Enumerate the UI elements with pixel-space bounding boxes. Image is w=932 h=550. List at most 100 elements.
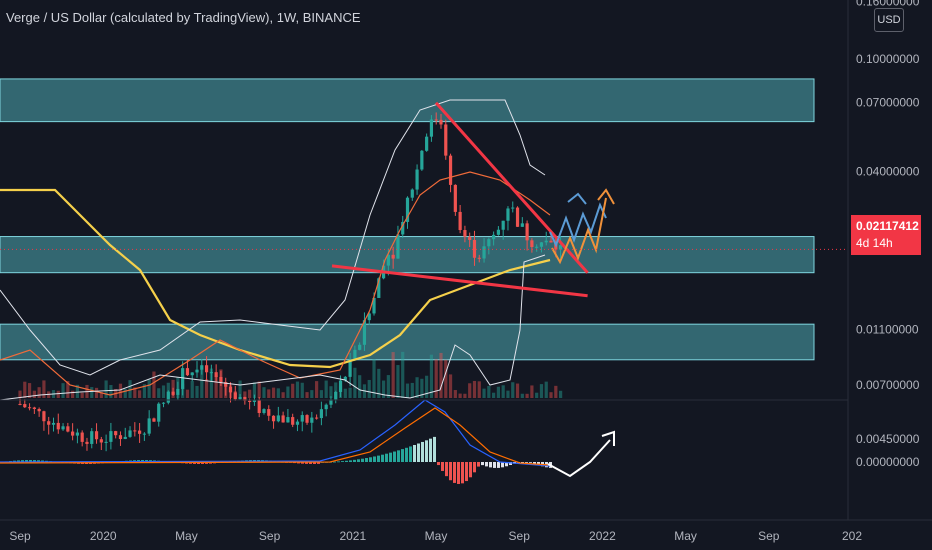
candle-body [90, 431, 94, 444]
candle-body [133, 430, 137, 432]
macd-histogram-bar [317, 462, 320, 464]
volume-bar [94, 387, 99, 398]
macd-histogram-bar [341, 461, 344, 462]
volume-bar [118, 383, 123, 398]
candle-body [243, 397, 247, 401]
macd-histogram-bar [457, 462, 460, 484]
macd-histogram-bar [485, 462, 488, 467]
candle-body [262, 409, 266, 413]
macd-histogram-bar [437, 462, 440, 466]
candle-body [458, 211, 462, 231]
volume-bar [329, 386, 333, 398]
volume-bar [32, 390, 36, 398]
candle-body [185, 368, 190, 376]
candle-body [32, 407, 36, 409]
volume-bar [558, 390, 563, 398]
upper-band [0, 99, 546, 376]
candle-body [353, 349, 357, 361]
candle-body [434, 119, 438, 121]
price-tick-label: 0.04000000 [856, 164, 920, 178]
candle-body [300, 415, 304, 422]
candle-body [530, 240, 534, 247]
macd-histogram-bar [473, 462, 476, 473]
macd-histogram-bar [197, 462, 200, 464]
volume-bar [90, 387, 94, 398]
volume-bar [439, 352, 443, 398]
candle-body [123, 436, 127, 440]
volume-bar [429, 354, 434, 398]
volume-bar [381, 380, 386, 398]
macd-histogram-bar [533, 462, 536, 464]
volume-bar [147, 379, 151, 398]
macd-histogram-bar [389, 452, 392, 462]
candle-body [324, 404, 328, 410]
macd-histogram-bar [449, 462, 452, 481]
candle-body [348, 360, 352, 377]
macd-histogram-bar [537, 462, 540, 465]
volume-bar [420, 378, 424, 398]
volume-bar [214, 375, 218, 398]
volume-bar [80, 392, 84, 398]
candle-body [142, 433, 146, 435]
candle-body [94, 431, 99, 440]
time-tick-label: Sep [509, 529, 531, 543]
macd-histogram-bar [29, 460, 32, 462]
candle-body [27, 407, 32, 409]
volume-bar [18, 390, 22, 398]
macd-histogram-bar [497, 462, 500, 468]
volume-bar [468, 383, 472, 398]
candle-body [315, 417, 319, 419]
candle-body [152, 418, 156, 422]
candle-body [472, 239, 477, 258]
candle-body [51, 422, 56, 425]
macd-histogram-bar [385, 453, 388, 462]
candle-body [482, 246, 486, 259]
candle-body [80, 432, 84, 442]
candle-body [281, 415, 285, 423]
candle-body [401, 221, 405, 235]
volume-bar [492, 392, 496, 398]
volume-bar [405, 383, 410, 398]
candle-body [492, 234, 496, 240]
volume-bar [190, 381, 194, 398]
price-tick-label: 0.10000000 [856, 52, 920, 66]
volume-bar [300, 382, 304, 398]
price-tick-label: 0.01100000 [856, 323, 919, 337]
macd-histogram-bar [461, 462, 464, 484]
macd-histogram-bar [421, 441, 424, 462]
candle-body [248, 400, 252, 402]
candle-body [200, 365, 204, 370]
macd-histogram-bar [369, 457, 372, 462]
time-axis[interactable]: Sep 2020 May Sep 2021 May Sep 2022 May Sep 202 [9, 529, 862, 543]
zone-3 [0, 323, 815, 361]
candle-body [429, 119, 434, 137]
volume-bar [477, 381, 481, 398]
candle-body [453, 184, 457, 212]
volume-bar [243, 391, 247, 398]
macd-histogram-bar [357, 459, 360, 462]
macd-histogram-bar [529, 462, 532, 463]
time-tick-label: 2022 [589, 529, 616, 543]
candle-body [252, 400, 257, 402]
candle-body [228, 386, 233, 393]
volume-bar [501, 385, 505, 398]
price-tick-label: 0.07000000 [856, 96, 920, 110]
candle-body [415, 169, 419, 190]
volume-bar [554, 385, 558, 398]
macd-histogram-bar [333, 461, 336, 463]
candle-body [338, 380, 343, 392]
volume-bar [463, 393, 467, 398]
macd-histogram-bar [13, 460, 16, 462]
volume-bar [104, 380, 108, 398]
candle-body [190, 372, 194, 376]
macd-histogram-bar [521, 462, 524, 463]
candle-body [209, 372, 213, 374]
volume-bar [319, 390, 323, 398]
currency-button[interactable]: USD [874, 8, 904, 32]
macd-histogram-bar [481, 462, 484, 466]
time-tick-label: 2020 [90, 529, 117, 543]
volume-bar [27, 383, 32, 398]
macd-histogram-bar [21, 460, 24, 462]
macd-forecast-arrowhead [601, 430, 615, 446]
